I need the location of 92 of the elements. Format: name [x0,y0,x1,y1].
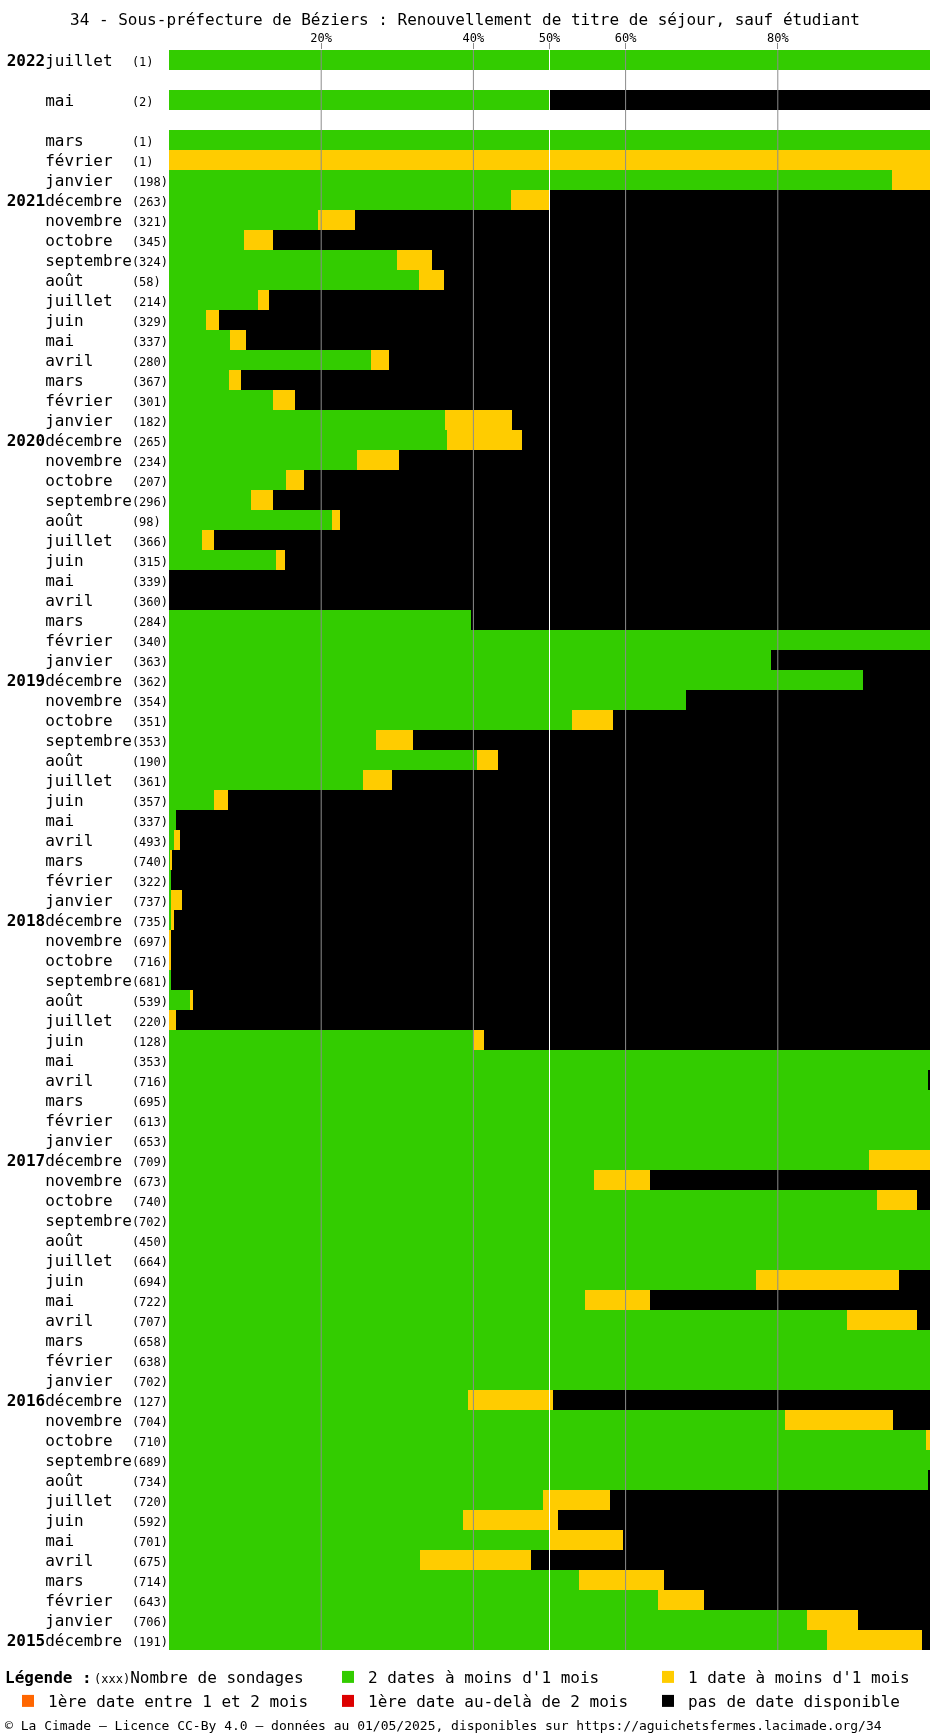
category-label: janvier (182) [45,410,168,430]
category-label: octobre (351) [45,710,168,730]
category-label: janvier (653) [45,1130,168,1150]
y-tick-label: 2021décembre (263) [6,190,168,210]
y-tick-label: septembre(353) [45,730,168,750]
category-label: août (539) [45,990,168,1010]
category-label: août (190) [45,750,168,770]
category-label: janvier (737) [45,890,168,910]
category-label: mai (337) [45,330,168,350]
y-tick-label: novembre (354) [45,690,168,710]
category-label: février (613) [45,1110,168,1130]
y-tick-label: septembre(296) [45,490,168,510]
category-label: mars (714) [45,1570,168,1590]
y-tick-label: novembre (697) [45,930,168,950]
category-label: juillet (361) [45,770,168,790]
category-label: octobre (716) [45,950,168,970]
category-label: octobre (345) [45,230,168,250]
category-label: octobre (740) [45,1190,168,1210]
category-label: juin (694) [45,1270,168,1290]
category-label: avril (280) [45,350,168,370]
category-label: mai (353) [45,1050,168,1070]
category-label: mai (337) [45,810,168,830]
category-label: juillet (220) [45,1010,168,1030]
category-label: avril (716) [45,1070,168,1090]
category-label: mars (367) [45,370,168,390]
category-label: juillet (664) [45,1250,168,1270]
legend-label: 2 dates à moins d'1 mois [368,1668,600,1688]
category-label: mai (2) [45,90,154,110]
category-label: février (340) [45,630,168,650]
category-label: avril (707) [45,1310,168,1330]
category-label: mars (740) [45,850,168,870]
category-label: juin (128) [45,1030,168,1050]
category-label: janvier (198) [45,170,168,190]
legend-label: 1ère date au-delà de 2 mois [368,1692,629,1712]
chart-title: 34 - Sous-préfecture de Béziers : Renouvellement de titre de séjour, sauf étudiant [70,9,860,29]
x-tick-label: 60% [614,31,638,46]
y-tick-label: novembre (321) [45,210,168,230]
y-tick-label: 2020décembre (265) [6,430,168,450]
category-label: avril (360) [45,590,168,610]
category-label: mars (284) [45,610,168,630]
category-label: octobre (207) [45,470,168,490]
y-tick-label: novembre (704) [45,1410,168,1430]
category-label: juin (592) [45,1510,168,1530]
y-tick-label: 2019décembre (362) [6,670,168,690]
category-label: juillet (720) [45,1490,168,1510]
y-tick-label: novembre (234) [45,450,168,470]
y-tick-label: septembre(681) [45,970,168,990]
category-label: mars (695) [45,1090,168,1110]
category-label: juillet (214) [45,290,168,310]
category-label: février (1) [45,150,154,170]
y-tick-label: 2017décembre (709) [6,1150,168,1170]
category-label: mars (658) [45,1330,168,1350]
category-label: avril (675) [45,1550,168,1570]
category-label: juin (329) [45,310,168,330]
legend-label: 1 date à moins d'1 mois [688,1668,910,1688]
category-label: août (58) [45,270,161,290]
category-label: août (98) [45,510,161,530]
legend-label: pas de date disponible [688,1692,900,1712]
category-label: 2022juillet (1) [6,50,154,70]
category-label: mai (339) [45,570,168,590]
y-tick-label: septembre(324) [45,250,168,270]
category-label: janvier (706) [45,1610,168,1630]
category-label: avril (493) [45,830,168,850]
category-label: mai (701) [45,1530,168,1550]
category-label: juin (357) [45,790,168,810]
category-label: février (301) [45,390,168,410]
y-tick-label: 2016décembre (127) [6,1390,168,1410]
y-tick-label: 2018décembre (735) [6,910,168,930]
text: © La Cimade — Licence CC-By 4.0 — données au 01/05/2025, disponibles sur https://aguichetsfermes.lacimade.org/34 [5,1718,882,1733]
y-tick-label: 2015décembre (191) [6,1630,168,1650]
category-label: juin (315) [45,550,168,570]
category-label: janvier (702) [45,1370,168,1390]
category-label: février (322) [45,870,168,890]
category-label: mars (1) [45,130,154,150]
y-tick-label: septembre(702) [45,1210,168,1230]
y-tick-label: septembre(689) [45,1450,168,1470]
category-label: juillet (366) [45,530,168,550]
category-label: février (643) [45,1590,168,1610]
category-label: mai (722) [45,1290,168,1310]
text: (xxx)Nombre de sondages [94,1668,304,1687]
x-tick-label: 20% [310,31,333,46]
x-tick-label: 40% [462,31,486,46]
category-label: août (734) [45,1470,168,1490]
legend-label: 1ère date entre 1 et 2 mois [48,1692,309,1712]
x-tick-label: 80% [766,31,790,46]
x-tick-label: 50% [538,31,562,46]
category-label: janvier (363) [45,650,168,670]
category-label: août (450) [45,1230,168,1250]
y-tick-label: novembre (673) [45,1170,168,1190]
category-label: février (638) [45,1350,168,1370]
legend-title: Légende : [5,1668,92,1687]
category-label: octobre (710) [45,1430,168,1450]
